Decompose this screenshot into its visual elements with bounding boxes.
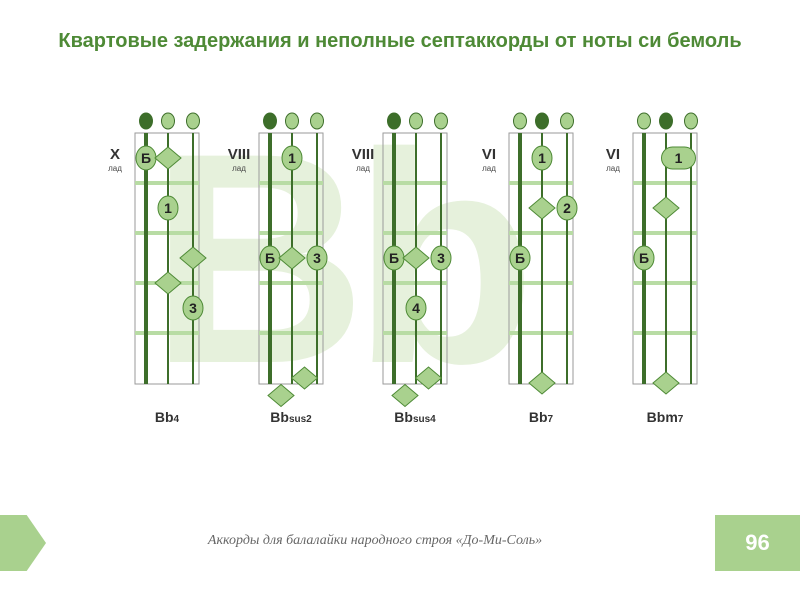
open-string-filled-icon (659, 112, 673, 130)
chord-root: Bb (154, 409, 174, 425)
fret-label: VIII лад (219, 146, 259, 175)
fret-sub-label: лад (232, 164, 246, 173)
chord-name: Bbsus2 (251, 409, 331, 425)
string-line (665, 133, 667, 384)
chord-root: Bb (270, 409, 289, 425)
string-line (541, 133, 543, 384)
finger-marker (531, 145, 553, 171)
finger-label: Б (515, 250, 525, 266)
string-line (167, 133, 169, 384)
open-string-icon (434, 112, 448, 130)
open-string-icon (285, 112, 299, 130)
diamond-marker-icon (267, 383, 295, 408)
open-string-filled-icon (139, 112, 153, 130)
finger-label: 3 (189, 300, 197, 316)
fret-label: VI лад (593, 146, 633, 175)
finger-label: 1 (164, 200, 172, 216)
finger-label: 3 (437, 250, 445, 266)
open-string-filled-icon (387, 112, 401, 130)
finger-label: 1 (538, 150, 546, 166)
diamond-marker-icon (391, 383, 419, 408)
watermark-text: Bb (150, 90, 536, 426)
fret-label: VIII лад (343, 146, 383, 175)
diamond-marker-icon (290, 366, 319, 390)
chord-extension: sus2 (288, 414, 312, 425)
open-string-icon (409, 112, 423, 130)
chord-root: Bbm (646, 409, 678, 425)
finger-label: Б (141, 150, 151, 166)
finger-label: 4 (412, 300, 420, 316)
chord-name: Bbsus4 (375, 409, 455, 425)
diamond-marker-icon (652, 371, 680, 395)
diamond-marker-icon (652, 196, 680, 220)
diamond-marker-icon (154, 146, 182, 170)
fret-number: VIII (227, 146, 251, 163)
finger-marker (430, 245, 452, 271)
string-line (690, 133, 692, 384)
chord-extension: 4 (173, 414, 180, 425)
diamond-marker-icon (179, 246, 207, 270)
fret-label: VI лад (469, 146, 509, 175)
footer-caption: Аккорды для балалайки народного строя «Д… (207, 533, 543, 548)
fret-number: VI (605, 146, 621, 163)
open-string-icon (161, 112, 175, 130)
chord-root: Bb (528, 409, 548, 425)
finger-marker (182, 295, 204, 321)
finger-marker (405, 295, 427, 321)
chord-name: Bb7 (501, 409, 581, 425)
finger-marker (633, 245, 655, 271)
open-string-filled-icon (263, 112, 277, 130)
page-number: 96 (745, 530, 770, 555)
diamond-marker-icon (528, 371, 556, 395)
fret-number: X (109, 146, 120, 163)
open-string-icon (637, 112, 651, 130)
barre-marker (661, 146, 696, 170)
fret-sub-label: лад (606, 164, 620, 173)
finger-label: 1 (675, 150, 683, 166)
finger-marker (509, 245, 531, 271)
fret-sub-label: лад (482, 164, 496, 173)
open-string-icon (310, 112, 324, 130)
fret-number: VIII (351, 146, 375, 163)
diamond-marker-icon (402, 246, 430, 270)
open-string-icon (560, 112, 574, 130)
fret-sub-label: лад (356, 164, 370, 173)
chord-name: Bbm7 (625, 409, 705, 425)
finger-label: Б (265, 250, 275, 266)
chord-extension: sus4 (412, 414, 436, 425)
finger-marker (556, 195, 578, 221)
open-string-icon (186, 112, 200, 130)
page-title: Квартовые задержания и неполные септакко… (58, 30, 742, 52)
open-string-icon (513, 112, 527, 130)
chord-name: Bb4 (127, 409, 207, 425)
finger-label: Б (389, 250, 399, 266)
diamond-marker-icon (278, 246, 306, 270)
diamond-marker-icon (414, 366, 443, 390)
string-line (566, 133, 568, 384)
open-string-icon (684, 112, 698, 130)
finger-marker (281, 145, 303, 171)
fret-number: VI (481, 146, 497, 163)
string-line (144, 133, 148, 384)
open-string-filled-icon (535, 112, 549, 130)
page-number-badge: 96 (715, 515, 800, 571)
finger-label: Б (639, 250, 649, 266)
finger-label: 3 (313, 250, 321, 266)
finger-marker (157, 195, 179, 221)
chord-extension: 7 (677, 414, 684, 425)
chord-root: Bb (394, 409, 413, 425)
diamond-marker-icon (528, 196, 556, 220)
finger-marker (306, 245, 328, 271)
finger-label: 2 (563, 200, 571, 216)
diamond-marker-icon (154, 271, 182, 295)
chord-extension: 7 (547, 414, 554, 425)
fret-sub-label: лад (108, 164, 122, 173)
finger-label: 1 (288, 150, 296, 166)
